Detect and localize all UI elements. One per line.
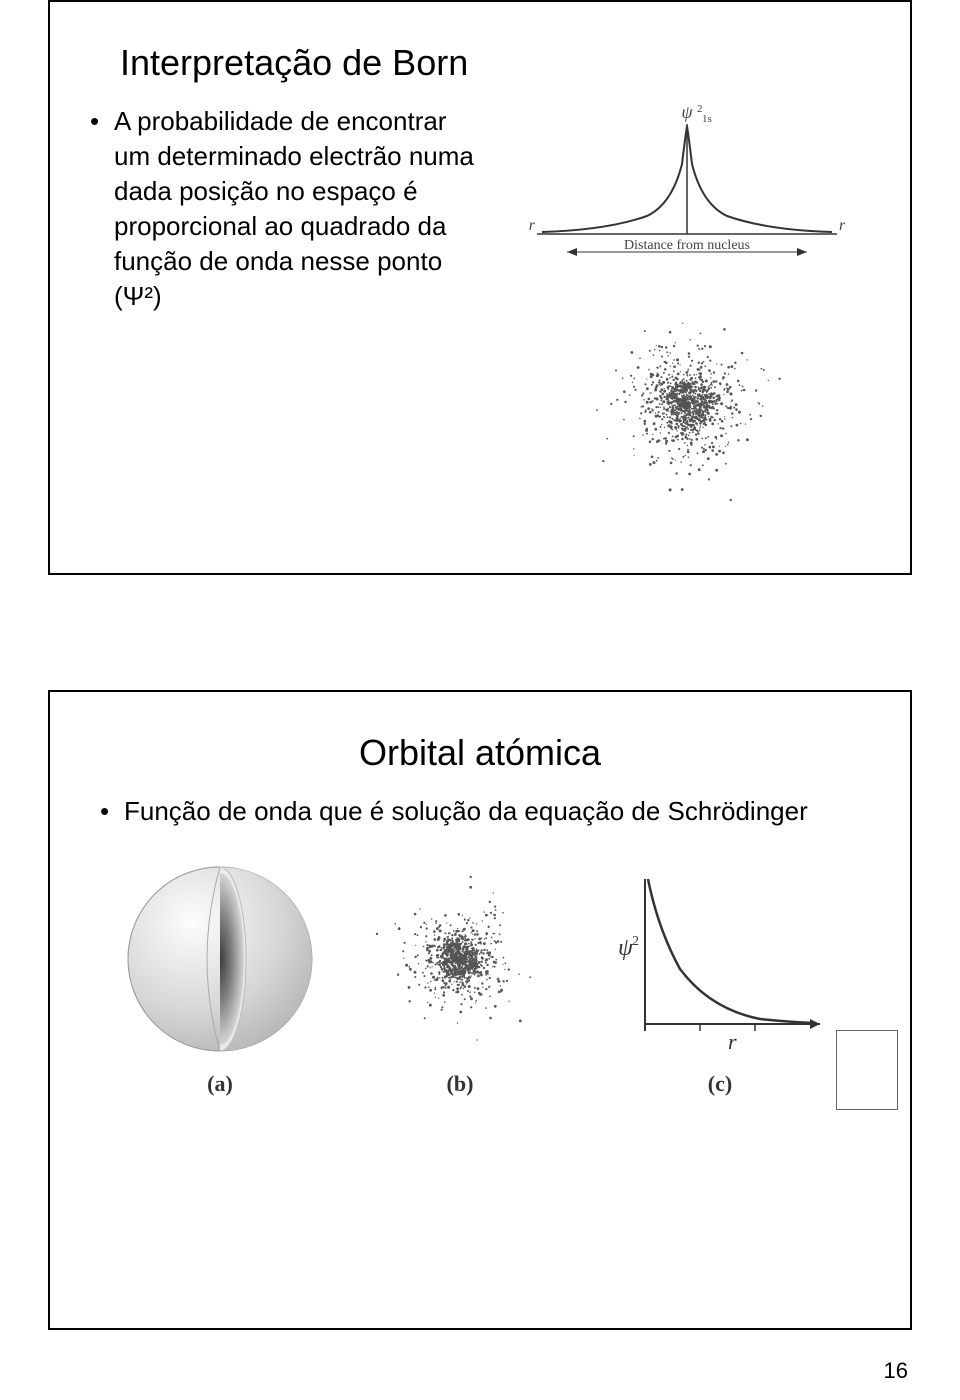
panel-c: ψ 2 r (c) xyxy=(600,859,840,1097)
svg-text:r: r xyxy=(728,1029,737,1054)
slide1-content-row: A probabilidade de encontrar um determin… xyxy=(90,104,870,534)
svg-text:2: 2 xyxy=(632,934,639,949)
decay-curve-c: ψ 2 r xyxy=(600,859,840,1059)
svg-text:1s: 1s xyxy=(702,113,712,125)
slide2-figure-row: (a) (b) ψ 2 r xyxy=(90,859,870,1097)
slide-born-interpretation: Interpretação de Born A probabilidade de… xyxy=(48,0,912,575)
svg-text:ψ: ψ xyxy=(681,104,693,122)
slide-orbital-atomica: Orbital atómica Função de onda que é sol… xyxy=(48,690,912,1330)
psi-squared-curve: ψ 2 1s r r Distance from nucleus xyxy=(507,104,867,264)
density-scatter-top xyxy=(557,274,817,534)
sphere-cutaway-icon xyxy=(120,859,320,1059)
svg-text:r: r xyxy=(529,217,536,234)
density-scatter-b xyxy=(360,859,560,1059)
label-b: (b) xyxy=(447,1071,474,1097)
slide1-bullet: A probabilidade de encontrar um determin… xyxy=(90,104,474,315)
slide1-title: Interpretação de Born xyxy=(120,42,870,84)
slide1-figures: ψ 2 1s r r Distance from nucleus xyxy=(504,104,870,534)
panel-a: (a) xyxy=(120,859,320,1097)
label-c: (c) xyxy=(708,1071,732,1097)
label-a: (a) xyxy=(207,1071,233,1097)
svg-text:r: r xyxy=(839,217,846,234)
slide2-bullet: Função de onda que é solução da equação … xyxy=(100,794,824,829)
blank-legend-box xyxy=(836,1030,898,1110)
distance-label: Distance from nucleus xyxy=(624,238,750,253)
panel-b: (b) xyxy=(360,859,560,1097)
page-number: 16 xyxy=(884,1358,908,1384)
slide2-title: Orbital atómica xyxy=(90,732,870,774)
